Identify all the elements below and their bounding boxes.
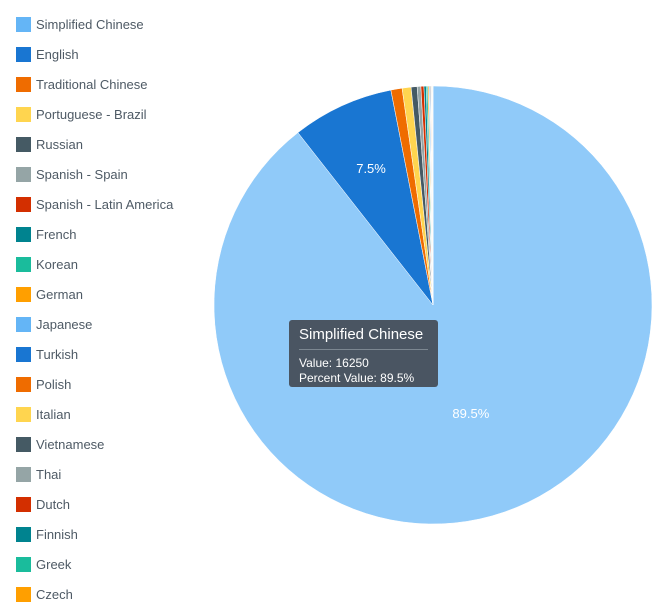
slice-data-label: 7.5% xyxy=(356,161,386,176)
chart-tooltip: Simplified Chinese Value: 16250 Percent … xyxy=(289,320,438,387)
tooltip-value: Value: 16250 xyxy=(299,356,428,371)
tooltip-percent: Percent Value: 89.5% xyxy=(299,371,428,386)
slice-data-label: 89.5% xyxy=(452,406,489,421)
tooltip-title: Simplified Chinese xyxy=(299,326,428,350)
